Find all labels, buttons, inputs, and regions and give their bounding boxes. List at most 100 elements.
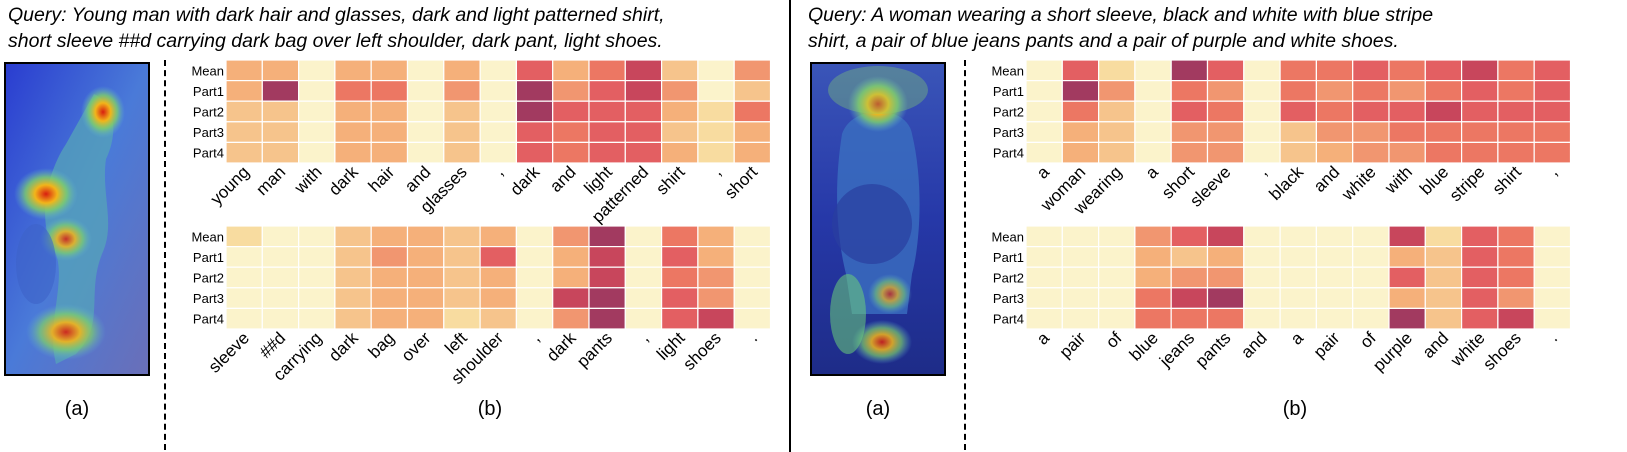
- heatmap-cell: [298, 80, 336, 102]
- heatmap-cell: [733, 246, 772, 268]
- heatmap-cell: [733, 80, 772, 102]
- heatmap-cell: [661, 121, 699, 143]
- heatmap-cell: [225, 59, 263, 82]
- token-label: black: [1266, 162, 1308, 204]
- heatmap-cell: [552, 121, 590, 143]
- heatmap-cell: [1315, 266, 1354, 289]
- heatmap-cell: [1134, 287, 1172, 309]
- heatmap-cell: [1352, 100, 1390, 123]
- heatmap-cell: [1279, 246, 1318, 268]
- heatmap-cell: [334, 100, 372, 123]
- heatmap-cell: [1497, 287, 1535, 309]
- heatmap-cell: [697, 246, 735, 268]
- token-label: shoes: [679, 328, 725, 374]
- heatmap-cell: [1134, 141, 1172, 164]
- token-label: pair: [1310, 328, 1344, 362]
- heatmap-cell: [661, 225, 699, 248]
- heatmap-cell: [624, 141, 663, 164]
- heatmap-cell: [1025, 307, 1063, 330]
- heatmap-cell: [370, 307, 409, 330]
- token-label: .: [1544, 328, 1561, 345]
- heatmap-cell: [1424, 59, 1463, 82]
- heatmap-cell: [1497, 266, 1535, 289]
- heatmap-cell: [733, 307, 772, 330]
- heatmap-cell: [479, 100, 518, 123]
- heatmap-cell: [515, 100, 554, 123]
- token-label: short: [721, 162, 761, 202]
- heatmap-cell: [1352, 59, 1390, 82]
- heatmap-cell: [661, 246, 699, 268]
- heatmap-cell: [298, 266, 336, 289]
- heatmap-cell: [1533, 307, 1572, 330]
- token-label: left: [441, 328, 471, 358]
- heatmap-cell: [661, 287, 699, 309]
- row-label: Part1: [993, 84, 1024, 99]
- heatmap-cell: [1061, 266, 1100, 289]
- heatmap-cell: [261, 287, 300, 309]
- heatmap-cell: [1243, 59, 1281, 82]
- heatmap-cell: [298, 287, 336, 309]
- heatmap-cell: [225, 246, 263, 268]
- heatmap-cell: [334, 141, 372, 164]
- heatmap-cell: [552, 80, 590, 102]
- heatmap-cell: [370, 266, 409, 289]
- heatmap-cell: [261, 141, 300, 164]
- token-label: dark: [507, 162, 544, 199]
- heatmap-cell: [1388, 225, 1426, 248]
- token-label: of: [1356, 328, 1380, 352]
- heatmap-cell: [1206, 246, 1245, 268]
- heatmap-cell: [1279, 80, 1318, 102]
- heatmap-cell: [1497, 59, 1535, 82]
- heatmap-cell: [515, 121, 554, 143]
- heatmap-cell: [406, 287, 445, 309]
- heatmap-cell: [1461, 59, 1499, 82]
- heatmap-cell: [733, 59, 772, 82]
- heatmap-cell: [1098, 266, 1136, 289]
- token-label: with: [1380, 162, 1416, 198]
- heatmap-cell: [624, 246, 663, 268]
- heatmap-cell: [443, 59, 481, 82]
- heatmap-cell: [443, 121, 481, 143]
- heatmap-cell: [1025, 266, 1063, 289]
- heatmap-cell: [1424, 307, 1463, 330]
- heatmap-cell: [1025, 121, 1063, 143]
- left-caption-a: (a): [64, 398, 90, 420]
- heatmap-cell: [261, 246, 300, 268]
- heatmap-cell: [1061, 100, 1100, 123]
- panel-separator: [789, 0, 791, 452]
- token-label: pants: [1192, 328, 1235, 371]
- token-label: stripe: [1446, 162, 1489, 205]
- left-query-line2: short sleeve ##d carrying dark bag over …: [8, 30, 663, 52]
- heatmap-cell: [261, 59, 300, 82]
- heatmap-cell: [1170, 225, 1209, 248]
- heatmap-cell: [1170, 100, 1209, 123]
- heatmap-cell: [588, 100, 626, 123]
- heatmap-cell: [697, 121, 735, 143]
- right-caption-a: (a): [865, 398, 891, 420]
- heatmap-cell: [1279, 141, 1318, 164]
- heatmap-cell: [225, 80, 263, 102]
- heatmap-cell: [1533, 100, 1572, 123]
- heatmap-cell: [1315, 246, 1354, 268]
- heatmap-cell: [261, 266, 300, 289]
- row-label: Part3: [993, 291, 1024, 306]
- heatmap-cell: [334, 266, 372, 289]
- heatmap-cell: [261, 80, 300, 102]
- heatmap-cell: [552, 287, 590, 309]
- heatmap-cell: [1098, 246, 1136, 268]
- heatmap-cell: [1279, 307, 1318, 330]
- row-label: Part1: [993, 250, 1024, 265]
- heatmap-cell: [733, 266, 772, 289]
- heatmap-cell: [1461, 246, 1499, 268]
- heatmap-cell: [298, 100, 336, 123]
- row-label: Part4: [193, 146, 224, 161]
- heatmap-cell: [261, 121, 300, 143]
- heatmap-cell: [1243, 287, 1281, 309]
- heatmap-cell: [1134, 59, 1172, 82]
- heatmap-cell: [443, 100, 481, 123]
- heatmap-cell: [661, 141, 699, 164]
- token-label: a: [1033, 162, 1054, 183]
- heatmap-cell: [479, 80, 518, 102]
- heatmap-cell: [1497, 246, 1535, 268]
- heatmap-cell: [1098, 141, 1136, 164]
